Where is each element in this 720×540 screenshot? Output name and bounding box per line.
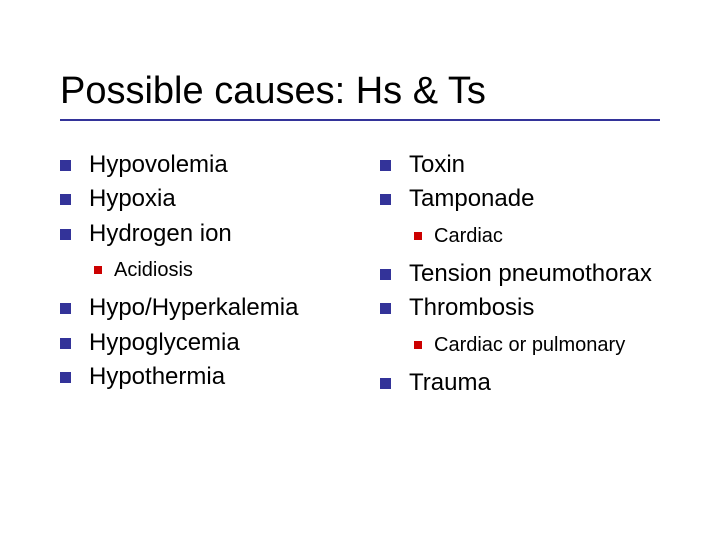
- left-list: Hypovolemia Hypoxia Hydrogen ion Acidios…: [60, 149, 360, 393]
- list-item: Hypovolemia: [60, 149, 360, 181]
- list-item: Tension pneumothorax: [380, 258, 660, 290]
- left-column: Hypovolemia Hypoxia Hydrogen ion Acidios…: [60, 149, 360, 401]
- list-item-label: Cardiac: [434, 220, 503, 252]
- list-item-label: Acidiosis: [114, 254, 193, 286]
- list-item-label: Cardiac or pulmonary: [434, 329, 625, 361]
- list-item: Hypothermia: [60, 361, 360, 393]
- list-item-label: Thrombosis: [409, 292, 534, 324]
- list-item-label: Hypovolemia: [89, 149, 228, 181]
- square-bullet-icon: [60, 160, 71, 171]
- list-item-label: Hydrogen ion: [89, 218, 232, 250]
- list-item: Toxin: [380, 149, 660, 181]
- square-bullet-icon: [60, 229, 71, 240]
- square-bullet-icon: [414, 341, 422, 349]
- slide-title: Possible causes: Hs & Ts: [60, 70, 660, 113]
- square-bullet-icon: [380, 194, 391, 205]
- list-subitem: Acidiosis: [94, 254, 360, 286]
- list-item: Hypo/Hyperkalemia: [60, 292, 360, 324]
- list-item: Hypoxia: [60, 183, 360, 215]
- square-bullet-icon: [380, 378, 391, 389]
- list-item: Thrombosis: [380, 292, 660, 324]
- list-item: Trauma: [380, 367, 660, 399]
- list-item-label: Toxin: [409, 149, 465, 181]
- list-subitem: Cardiac: [414, 220, 660, 252]
- list-item-label: Hypoxia: [89, 183, 176, 215]
- square-bullet-icon: [60, 372, 71, 383]
- square-bullet-icon: [94, 266, 102, 274]
- title-underline: [60, 119, 660, 121]
- list-item-label: Hypothermia: [89, 361, 225, 393]
- right-column: Toxin Tamponade Cardiac Tension pneumoth…: [380, 149, 660, 401]
- list-item: Hydrogen ion: [60, 218, 360, 250]
- list-item: Tamponade: [380, 183, 660, 215]
- right-list: Toxin Tamponade Cardiac Tension pneumoth…: [380, 149, 660, 399]
- square-bullet-icon: [60, 194, 71, 205]
- list-item-label: Hypoglycemia: [89, 327, 240, 359]
- list-item: Hypoglycemia: [60, 327, 360, 359]
- square-bullet-icon: [414, 232, 422, 240]
- content-columns: Hypovolemia Hypoxia Hydrogen ion Acidios…: [60, 149, 660, 401]
- list-subitem: Cardiac or pulmonary: [414, 329, 660, 361]
- list-item-label: Tamponade: [409, 183, 534, 215]
- list-item-label: Trauma: [409, 367, 491, 399]
- square-bullet-icon: [60, 338, 71, 349]
- square-bullet-icon: [380, 303, 391, 314]
- square-bullet-icon: [60, 303, 71, 314]
- list-item-label: Hypo/Hyperkalemia: [89, 292, 298, 324]
- list-item-label: Tension pneumothorax: [409, 258, 652, 290]
- square-bullet-icon: [380, 160, 391, 171]
- slide: Possible causes: Hs & Ts Hypovolemia Hyp…: [0, 0, 720, 540]
- square-bullet-icon: [380, 269, 391, 280]
